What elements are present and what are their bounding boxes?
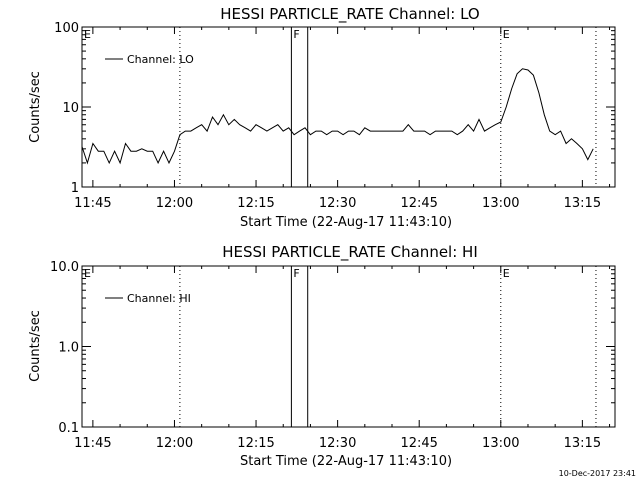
x-tick-label: 12:30 (319, 436, 356, 451)
x-tick-label: 12:00 (156, 196, 193, 211)
y-axis-label-lo: Counts/sec (28, 71, 43, 143)
footer-timestamp: 10-Dec-2017 23:41 (559, 469, 636, 478)
x-tick-label: 11:45 (74, 436, 111, 451)
x-tick-label: 13:15 (564, 436, 601, 451)
y-axis-label-hi: Counts/sec (28, 310, 43, 382)
y-tick-label: 1.0 (58, 341, 79, 356)
x-tick-label: 12:45 (400, 436, 437, 451)
x-tick-label: 12:45 (400, 196, 437, 211)
x-tick-label: 13:15 (564, 196, 601, 211)
chart-title-lo: HESSI PARTICLE_RATE Channel: LO (220, 5, 479, 24)
x-tick-label: 12:00 (156, 436, 193, 451)
x-tick-label: 12:30 (319, 196, 356, 211)
legend-label-hi: Channel: HI (127, 292, 191, 305)
x-axis-label-hi: Start Time (22-Aug-17 11:43:10) (240, 454, 452, 469)
marker-label: E (503, 267, 510, 280)
marker-label: F (293, 267, 299, 280)
chart-title-hi: HESSI PARTICLE_RATE Channel: HI (222, 243, 478, 262)
x-tick-label: 12:15 (237, 196, 274, 211)
x-axis-label-lo: Start Time (22-Aug-17 11:43:10) (240, 215, 452, 230)
x-tick-label: 11:45 (74, 196, 111, 211)
x-tick-label: 13:00 (482, 436, 519, 451)
marker-label: E (84, 267, 91, 280)
legend-label-lo: Channel: LO (127, 53, 194, 66)
marker-label: E (84, 28, 91, 41)
marker-label: E (503, 28, 510, 41)
marker-label: F (293, 28, 299, 41)
y-tick-label: 10.0 (50, 260, 79, 275)
y-tick-label: 0.1 (58, 421, 79, 436)
y-tick-label: 100 (54, 21, 79, 36)
series-line (81, 68, 594, 165)
x-tick-label: 13:00 (482, 196, 519, 211)
y-tick-label: 1 (71, 181, 79, 196)
x-tick-label: 12:15 (237, 436, 274, 451)
y-tick-label: 10 (62, 101, 79, 116)
